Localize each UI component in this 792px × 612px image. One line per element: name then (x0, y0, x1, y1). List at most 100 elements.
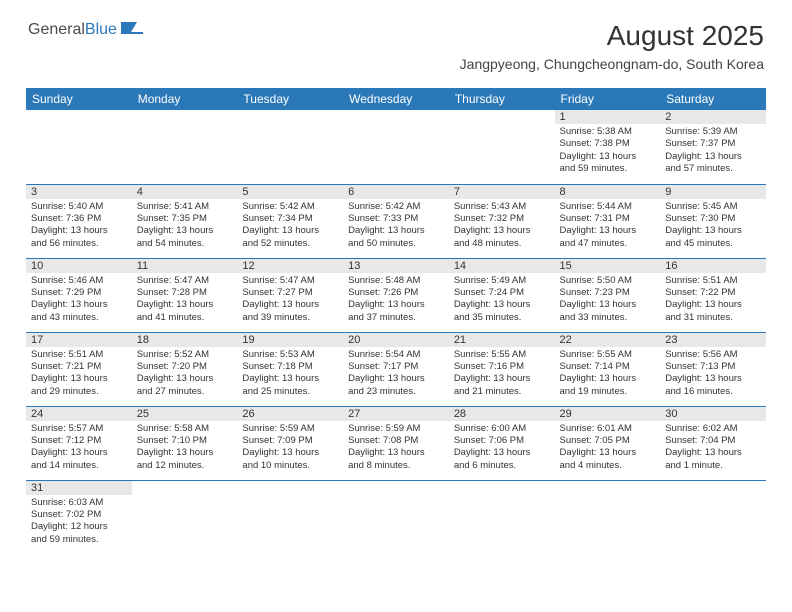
location: Jangpyeong, Chungcheongnam-do, South Kor… (460, 56, 764, 72)
day-data: Sunrise: 5:42 AMSunset: 7:34 PMDaylight:… (237, 199, 343, 253)
calendar-row: 10Sunrise: 5:46 AMSunset: 7:29 PMDayligh… (26, 258, 766, 332)
day-line: Sunrise: 5:44 AM (560, 201, 656, 213)
day-line: Sunrise: 5:43 AM (454, 201, 550, 213)
day-line: Sunrise: 5:51 AM (665, 275, 761, 287)
day-line: Daylight: 13 hours (242, 299, 338, 311)
day-line: Sunset: 7:02 PM (31, 509, 127, 521)
day-data: Sunrise: 5:47 AMSunset: 7:27 PMDaylight:… (237, 273, 343, 327)
day-line: and 59 minutes. (31, 534, 127, 546)
calendar-cell: 11Sunrise: 5:47 AMSunset: 7:28 PMDayligh… (132, 258, 238, 332)
calendar-cell: 15Sunrise: 5:50 AMSunset: 7:23 PMDayligh… (555, 258, 661, 332)
day-number: 11 (132, 259, 238, 273)
day-line: and 6 minutes. (454, 460, 550, 472)
day-line: Sunrise: 5:47 AM (137, 275, 233, 287)
day-line: and 48 minutes. (454, 238, 550, 250)
calendar-cell: 4Sunrise: 5:41 AMSunset: 7:35 PMDaylight… (132, 184, 238, 258)
day-data: Sunrise: 5:59 AMSunset: 7:08 PMDaylight:… (343, 421, 449, 475)
day-line: Daylight: 13 hours (31, 373, 127, 385)
weekday-header-row: Sunday Monday Tuesday Wednesday Thursday… (26, 88, 766, 110)
weekday-header: Thursday (449, 88, 555, 110)
day-number: 21 (449, 333, 555, 347)
day-line: Sunset: 7:29 PM (31, 287, 127, 299)
calendar-cell: 18Sunrise: 5:52 AMSunset: 7:20 PMDayligh… (132, 332, 238, 406)
day-line: Daylight: 13 hours (348, 373, 444, 385)
day-data: Sunrise: 5:49 AMSunset: 7:24 PMDaylight:… (449, 273, 555, 327)
day-line: Sunrise: 5:55 AM (454, 349, 550, 361)
day-line: and 19 minutes. (560, 386, 656, 398)
day-line: Sunset: 7:37 PM (665, 138, 761, 150)
day-number: 9 (660, 185, 766, 199)
calendar-cell: 8Sunrise: 5:44 AMSunset: 7:31 PMDaylight… (555, 184, 661, 258)
day-line: Sunset: 7:24 PM (454, 287, 550, 299)
day-line: Sunrise: 5:38 AM (560, 126, 656, 138)
calendar-cell: 14Sunrise: 5:49 AMSunset: 7:24 PMDayligh… (449, 258, 555, 332)
calendar-table: Sunday Monday Tuesday Wednesday Thursday… (26, 88, 766, 554)
day-line: Sunset: 7:12 PM (31, 435, 127, 447)
day-data: Sunrise: 5:50 AMSunset: 7:23 PMDaylight:… (555, 273, 661, 327)
day-line: Sunrise: 6:02 AM (665, 423, 761, 435)
day-number: 24 (26, 407, 132, 421)
day-number: 14 (449, 259, 555, 273)
day-line: and 57 minutes. (665, 163, 761, 175)
day-number: 26 (237, 407, 343, 421)
calendar-cell: 10Sunrise: 5:46 AMSunset: 7:29 PMDayligh… (26, 258, 132, 332)
day-data: Sunrise: 5:59 AMSunset: 7:09 PMDaylight:… (237, 421, 343, 475)
day-line: Sunrise: 5:47 AM (242, 275, 338, 287)
day-number: 30 (660, 407, 766, 421)
day-line: Daylight: 13 hours (137, 373, 233, 385)
day-line: Sunrise: 5:40 AM (31, 201, 127, 213)
day-line: Sunrise: 5:42 AM (242, 201, 338, 213)
day-line: Daylight: 13 hours (665, 225, 761, 237)
calendar-cell: 1Sunrise: 5:38 AMSunset: 7:38 PMDaylight… (555, 110, 661, 184)
day-data: Sunrise: 6:00 AMSunset: 7:06 PMDaylight:… (449, 421, 555, 475)
day-number: 15 (555, 259, 661, 273)
calendar-cell: 6Sunrise: 5:42 AMSunset: 7:33 PMDaylight… (343, 184, 449, 258)
day-line: and 39 minutes. (242, 312, 338, 324)
day-line: Sunrise: 5:45 AM (665, 201, 761, 213)
weekday-header: Tuesday (237, 88, 343, 110)
weekday-header: Saturday (660, 88, 766, 110)
day-line: and 10 minutes. (242, 460, 338, 472)
day-line: Daylight: 13 hours (665, 299, 761, 311)
calendar-cell: 19Sunrise: 5:53 AMSunset: 7:18 PMDayligh… (237, 332, 343, 406)
day-line: Daylight: 13 hours (665, 151, 761, 163)
day-line: and 25 minutes. (242, 386, 338, 398)
day-line: Sunset: 7:20 PM (137, 361, 233, 373)
day-line: Daylight: 12 hours (31, 521, 127, 533)
day-line: Daylight: 13 hours (454, 447, 550, 459)
day-number: 12 (237, 259, 343, 273)
day-data: Sunrise: 5:52 AMSunset: 7:20 PMDaylight:… (132, 347, 238, 401)
day-line: Sunset: 7:17 PM (348, 361, 444, 373)
day-line: and 47 minutes. (560, 238, 656, 250)
day-line: Sunrise: 5:39 AM (665, 126, 761, 138)
day-line: Sunset: 7:30 PM (665, 213, 761, 225)
calendar-cell: 21Sunrise: 5:55 AMSunset: 7:16 PMDayligh… (449, 332, 555, 406)
day-line: Sunrise: 5:52 AM (137, 349, 233, 361)
calendar-cell: 3Sunrise: 5:40 AMSunset: 7:36 PMDaylight… (26, 184, 132, 258)
calendar-cell: 16Sunrise: 5:51 AMSunset: 7:22 PMDayligh… (660, 258, 766, 332)
calendar-cell (449, 110, 555, 184)
logo-text: GeneralBlue (28, 21, 117, 39)
calendar-cell (343, 480, 449, 554)
day-line: and 12 minutes. (137, 460, 233, 472)
day-data: Sunrise: 6:03 AMSunset: 7:02 PMDaylight:… (26, 495, 132, 549)
day-number: 28 (449, 407, 555, 421)
calendar-cell (237, 110, 343, 184)
day-line: and 50 minutes. (348, 238, 444, 250)
calendar-cell: 17Sunrise: 5:51 AMSunset: 7:21 PMDayligh… (26, 332, 132, 406)
day-line: Sunrise: 5:50 AM (560, 275, 656, 287)
day-line: and 41 minutes. (137, 312, 233, 324)
day-line: Sunset: 7:33 PM (348, 213, 444, 225)
day-line: Sunset: 7:13 PM (665, 361, 761, 373)
day-line: Daylight: 13 hours (454, 225, 550, 237)
calendar-cell: 20Sunrise: 5:54 AMSunset: 7:17 PMDayligh… (343, 332, 449, 406)
day-line: Sunrise: 5:59 AM (348, 423, 444, 435)
day-number: 23 (660, 333, 766, 347)
calendar-cell: 13Sunrise: 5:48 AMSunset: 7:26 PMDayligh… (343, 258, 449, 332)
day-data: Sunrise: 5:42 AMSunset: 7:33 PMDaylight:… (343, 199, 449, 253)
calendar-cell: 31Sunrise: 6:03 AMSunset: 7:02 PMDayligh… (26, 480, 132, 554)
day-number: 4 (132, 185, 238, 199)
day-line: Sunset: 7:04 PM (665, 435, 761, 447)
calendar-cell (132, 480, 238, 554)
day-data: Sunrise: 5:55 AMSunset: 7:16 PMDaylight:… (449, 347, 555, 401)
